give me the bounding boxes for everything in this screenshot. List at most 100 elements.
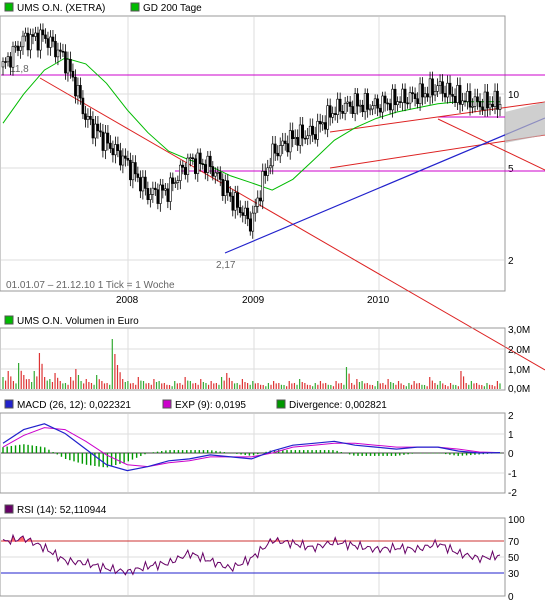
candle-body: [241, 212, 245, 216]
divergence-bar: [419, 453, 422, 454]
volume-bar: [114, 354, 116, 389]
divergence-bar: [127, 453, 129, 462]
volume-bar: [241, 379, 243, 389]
divergence-bar: [177, 450, 180, 453]
volume-bar: [286, 386, 288, 389]
volume-bar: [140, 380, 142, 389]
candle-body: [386, 102, 389, 105]
volume-bar: [306, 384, 309, 389]
candle-body: [251, 212, 255, 232]
volume-bar: [405, 386, 407, 389]
volume-bar: [197, 384, 199, 389]
macd-line: [2, 423, 501, 472]
volume-bar: [494, 386, 496, 389]
volume-y-tick-2: 2,0M: [508, 345, 530, 356]
divergence-bar: [336, 450, 338, 453]
rsi-legend-box: [4, 504, 14, 514]
candle-body: [134, 162, 137, 175]
candle-body: [106, 132, 110, 144]
divergence-bar: [186, 450, 188, 453]
divergence-bar: [64, 453, 67, 459]
candle-body: [146, 188, 150, 200]
volume-bar: [416, 383, 418, 389]
price-grid: [1, 17, 504, 290]
candle-body: [273, 143, 277, 154]
candle-body: [203, 164, 207, 173]
divergence-bar: [332, 450, 334, 453]
volume-bar: [273, 381, 275, 389]
divergence-bar: [303, 450, 305, 453]
volume-bar: [239, 384, 241, 389]
candle-body: [388, 103, 392, 111]
volume-bar: [434, 383, 436, 389]
candle-body: [104, 132, 107, 151]
volume-bar: [387, 379, 389, 389]
volume-bar: [325, 383, 327, 389]
divergence-bar: [119, 453, 121, 464]
volume-bar: [332, 386, 335, 389]
candle-body: [381, 95, 384, 113]
divergence-bar: [353, 453, 355, 456]
divergence-bar: [374, 453, 376, 456]
x-tick-2008: 2008: [116, 295, 139, 306]
divergence-bar: [19, 444, 21, 453]
candle-body: [303, 137, 307, 140]
divergence-bar: [286, 450, 288, 453]
volume-bar: [382, 383, 384, 389]
candle-body: [446, 82, 449, 98]
volume-bar: [132, 383, 134, 389]
candle-body: [288, 130, 292, 153]
candle-body: [36, 32, 40, 51]
candle-body: [253, 206, 257, 214]
candle-body: [378, 107, 382, 113]
volume-bar: [15, 383, 17, 389]
price-legend-label-1: UMS O.N. (XETRA): [17, 3, 105, 14]
price-candles: [1, 23, 502, 239]
candle-body: [318, 120, 322, 125]
candle-body: [41, 29, 45, 36]
candle-body: [246, 207, 250, 220]
volume-bar: [299, 379, 301, 389]
volume-bar: [496, 381, 498, 389]
volume-bar: [223, 380, 225, 389]
price-y-ticks: 10 5 2: [508, 90, 520, 267]
volume-title: UMS O.N. Volumen in Euro: [17, 316, 139, 327]
divergence-bar: [474, 453, 476, 455]
candle-body: [164, 188, 167, 191]
candle-body: [71, 70, 75, 78]
candle-body: [141, 176, 145, 192]
candle-body: [119, 150, 122, 166]
volume-bar: [122, 379, 124, 389]
candle-body: [411, 92, 414, 95]
candle-body: [34, 32, 37, 37]
candle-body: [371, 105, 374, 110]
volume-bar: [67, 384, 69, 389]
candle-body: [393, 88, 397, 106]
candle-body: [26, 32, 30, 51]
macd-y-tick-2: 2: [508, 411, 514, 422]
volume-bar: [314, 383, 316, 389]
candle-body: [351, 106, 354, 114]
candle-body: [416, 98, 419, 104]
volume-bar: [413, 381, 415, 389]
volume-bar: [436, 384, 439, 389]
candle-body: [493, 90, 497, 107]
volume-bar: [36, 376, 38, 389]
divergence-bar: [453, 453, 455, 456]
divergence-bar: [457, 453, 459, 456]
volume-bar: [280, 384, 283, 389]
volume-bar: [80, 381, 82, 389]
candle-body: [208, 155, 212, 167]
exp-legend-box: [162, 399, 172, 409]
candle-body: [368, 108, 372, 111]
candle-body: [171, 177, 175, 184]
candle-body: [438, 81, 442, 86]
candle-body: [211, 166, 215, 177]
candle-body: [486, 91, 489, 109]
candle-body: [154, 187, 157, 190]
volume-bar: [189, 381, 191, 389]
divergence-bar: [202, 450, 205, 453]
candle-body: [308, 125, 312, 137]
candle-body: [223, 180, 227, 197]
volume-bar: [163, 383, 165, 389]
